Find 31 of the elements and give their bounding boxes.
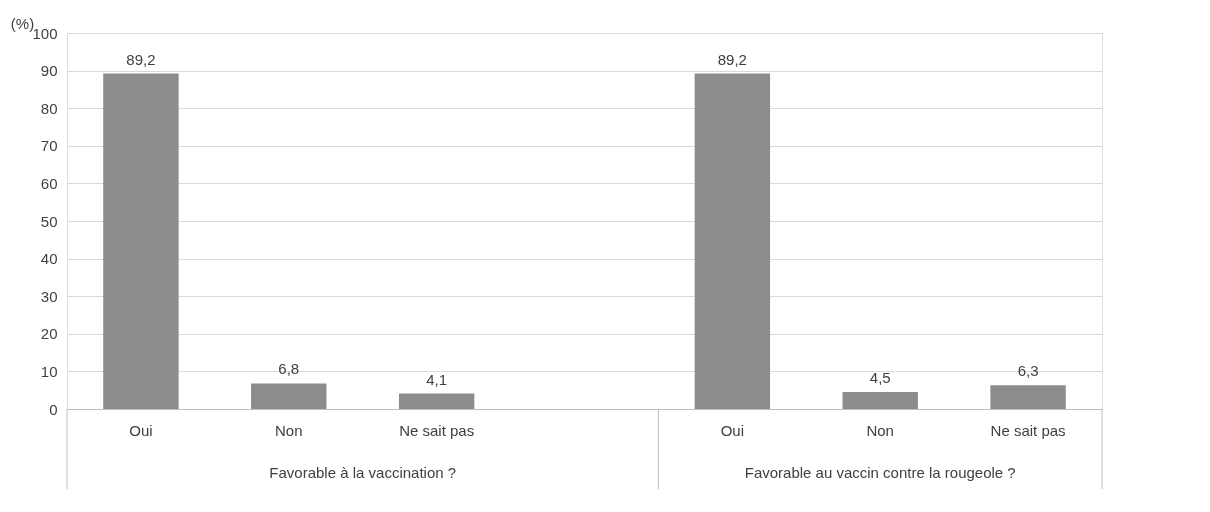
y-tick-label: 30 bbox=[40, 287, 58, 305]
data-label: 89,2 bbox=[126, 50, 156, 68]
bar bbox=[251, 383, 327, 409]
y-tick-label: 80 bbox=[40, 99, 58, 117]
y-tick-label: 60 bbox=[40, 174, 58, 192]
y-tick-label: 50 bbox=[40, 212, 58, 230]
y-tick-label: 10 bbox=[40, 362, 58, 380]
bar bbox=[842, 392, 918, 409]
bar bbox=[990, 385, 1066, 409]
y-tick-label: 0 bbox=[49, 400, 58, 418]
bar bbox=[398, 393, 475, 409]
x-tick-label: Non bbox=[275, 421, 303, 439]
data-label: 6,3 bbox=[1017, 362, 1039, 380]
text: Favorable au vaccin contre la rougeole ? bbox=[744, 464, 1016, 481]
x-tick-label: Non bbox=[866, 421, 894, 439]
data-label: 6,8 bbox=[278, 360, 300, 378]
x-tick-label: Ne sait pas bbox=[399, 421, 475, 439]
bar bbox=[694, 73, 771, 409]
bar bbox=[103, 73, 179, 409]
data-label: 4,1 bbox=[426, 370, 448, 388]
y-tick-label: 70 bbox=[40, 137, 58, 155]
y-axis-title: (%) bbox=[10, 14, 35, 32]
y-tick-label: 40 bbox=[40, 250, 58, 268]
y-tick-label: 20 bbox=[40, 325, 58, 343]
x-tick-label: Ne sait pas bbox=[990, 421, 1066, 439]
x-tick-label: Oui bbox=[720, 421, 745, 439]
y-tick-label: 90 bbox=[40, 62, 58, 80]
x-tick-label: Oui bbox=[129, 421, 153, 439]
data-label: 89,2 bbox=[717, 50, 747, 68]
data-label: 4,5 bbox=[869, 369, 891, 387]
text: Favorable à la vaccination ? bbox=[269, 464, 457, 481]
